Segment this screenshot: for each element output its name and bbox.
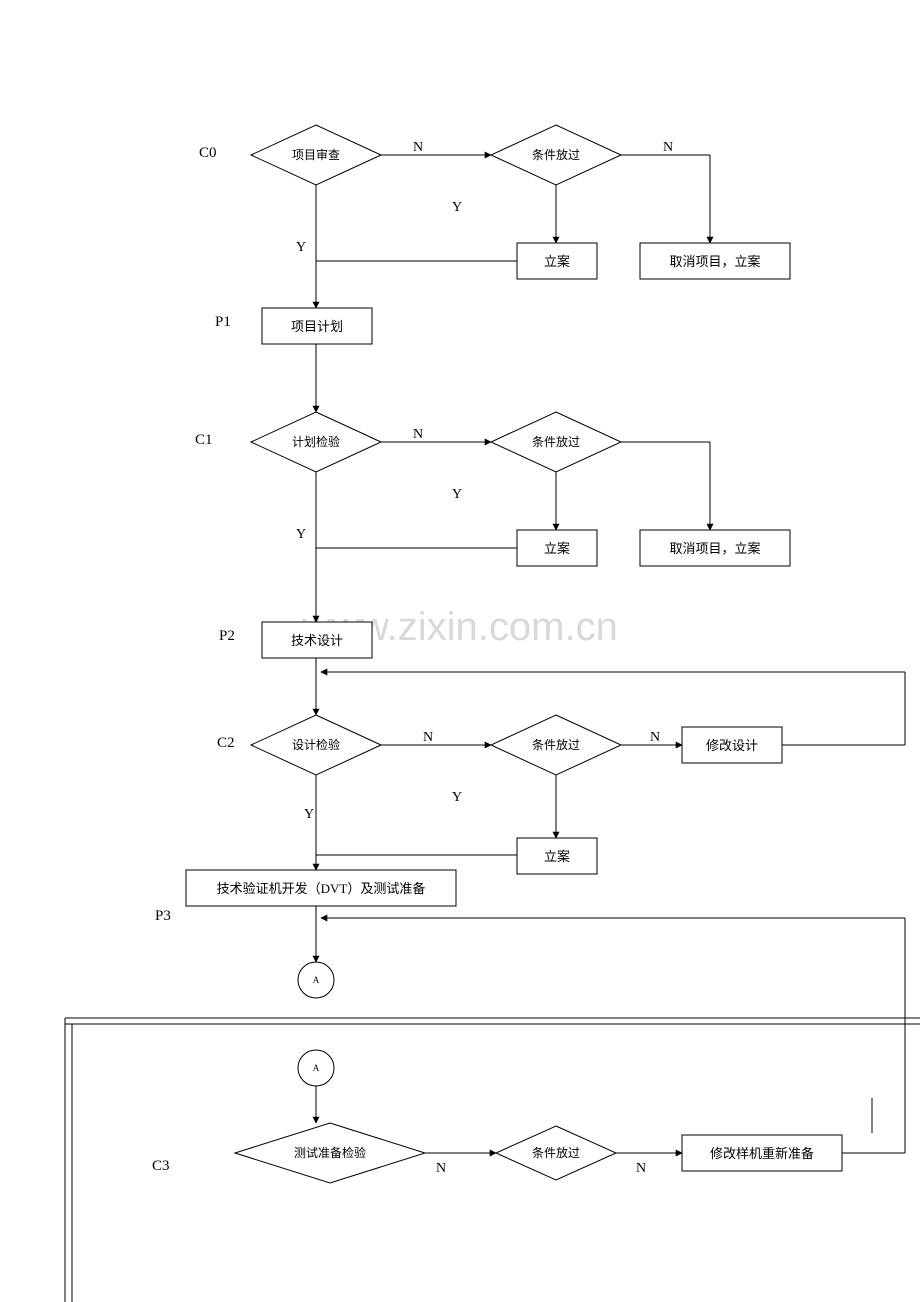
edge-label: Y: [304, 807, 314, 822]
stage-label-c2: C2: [217, 735, 235, 751]
stage-label-p3: P3: [155, 908, 171, 924]
edge-label: Y: [452, 487, 462, 502]
decision-label-d_c2a: 设计检验: [292, 737, 340, 752]
process-label-r_p1: 项目计划: [291, 319, 343, 334]
process-label-r_c3_modify: 修改样机重新准备: [710, 1146, 814, 1161]
decision-label-d_c3b: 条件放过: [532, 1145, 580, 1160]
edge-label: Y: [452, 790, 462, 805]
edge-label: N: [650, 730, 660, 745]
edge-label: N: [436, 1161, 446, 1176]
process-label-r_p3: 技术验证机开发（DVT）及测试准备: [217, 881, 426, 896]
decision-label-d_c3a: 测试准备检验: [294, 1145, 366, 1160]
stage-label-p1: P1: [215, 314, 231, 330]
process-label-r_c1_lian: 立案: [544, 541, 570, 556]
decision-label-d_c2b: 条件放过: [532, 737, 580, 752]
edge-label: N: [663, 140, 673, 155]
edge-label: N: [636, 1161, 646, 1176]
edge-label: N: [423, 730, 433, 745]
connector-label-conn_a2: A: [313, 1063, 320, 1073]
connector-label-conn_a1: A: [313, 975, 320, 985]
edge-label: N: [413, 140, 423, 155]
process-label-r_p2: 技术设计: [291, 633, 343, 648]
flowchart-diagram: www.zixin.com.cnNNYYNYYNNYYNN项目审查条件放过计划检…: [0, 0, 920, 1302]
process-label-r_c1_cancel: 取消项目，立案: [669, 541, 760, 556]
process-label-r_c0_lian: 立案: [544, 254, 570, 269]
stage-label-c0: C0: [199, 145, 217, 161]
process-label-r_c0_cancel: 取消项目，立案: [669, 254, 760, 269]
edge-label: Y: [296, 240, 306, 255]
stage-label-c1: C1: [195, 432, 213, 448]
edge-label: Y: [296, 527, 306, 542]
stage-label-p2: P2: [219, 628, 235, 644]
edge-label: Y: [452, 200, 462, 215]
process-label-r_c2_modify: 修改设计: [706, 738, 758, 753]
decision-label-d_c1b: 条件放过: [532, 434, 580, 449]
stage-label-c3: C3: [152, 1158, 170, 1174]
process-label-r_c2_lian: 立案: [544, 849, 570, 864]
decision-label-d_c1a: 计划检验: [292, 434, 340, 449]
edge-label: N: [413, 427, 423, 442]
decision-label-d_c0b: 条件放过: [532, 147, 580, 162]
decision-label-d_c0a: 项目审查: [292, 147, 340, 162]
